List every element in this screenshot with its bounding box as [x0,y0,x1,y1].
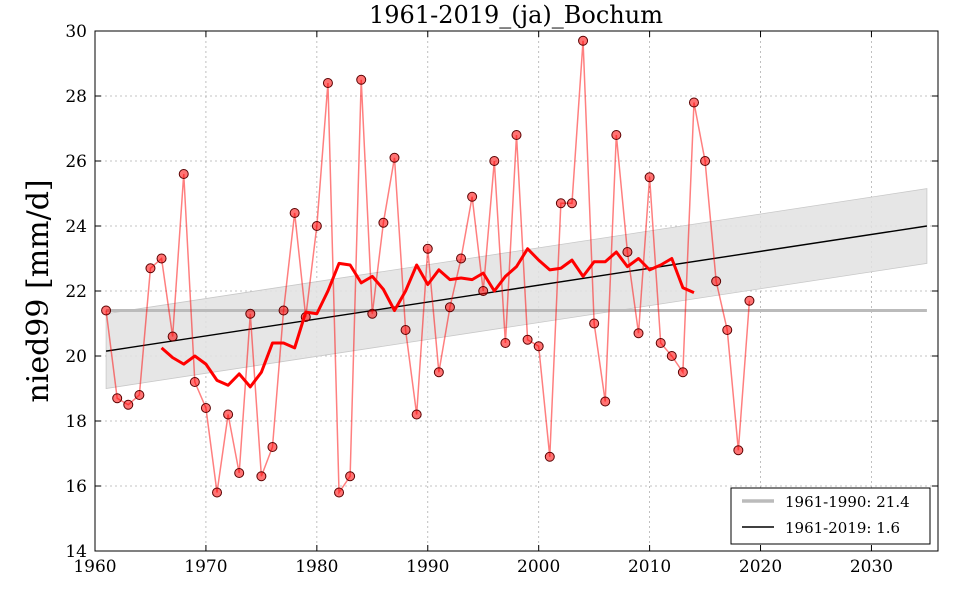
y-tick-label: 30 [65,22,87,42]
annual-data-point [423,244,432,253]
annual-data-point [268,443,277,452]
annual-data-point [490,157,499,166]
annual-data-point [501,339,510,348]
annual-data-point [689,98,698,107]
annual-data-point [590,319,599,328]
annual-data-point [656,339,665,348]
annual-data-point [634,329,643,338]
x-tick-label: 2010 [628,557,671,577]
trend-line [106,226,927,351]
annual-data-point [323,79,332,88]
trend-line-group [106,226,927,351]
x-tick-label: 2030 [850,557,893,577]
annual-data-point [723,326,732,335]
annual-data-point [401,326,410,335]
annual-data-point [701,157,710,166]
legend-trend-label: 1961-2019: 1.6 [785,519,900,537]
annual-data-point [235,469,244,478]
annual-data-point [168,332,177,341]
annual-data-point [357,75,366,84]
annual-data-point [312,222,321,231]
legend: 1961-1990: 21.4 1961-2019: 1.6 [731,488,930,544]
annual-data-point [567,199,576,208]
annual-data-point [179,170,188,179]
annual-data-point [224,410,233,419]
annual-data-point [257,472,266,481]
annual-data-point [279,306,288,315]
y-tick-label: 16 [65,477,87,497]
y-tick-label: 18 [65,412,87,432]
chart: 1961-2019_(ja)_Bochum nied99 [mm/d] 1960… [0,0,960,600]
annual-data-point [734,446,743,455]
annual-data-point [146,264,155,273]
annual-data-point [512,131,521,140]
annual-data-point [678,368,687,377]
annual-data-point [556,199,565,208]
chart-title: 1961-2019_(ja)_Bochum [369,1,663,29]
annual-data-point [135,391,144,400]
annual-data-point [479,287,488,296]
annual-data-point [645,173,654,182]
annual-data-point [157,254,166,263]
y-tick-label: 28 [65,87,87,107]
annual-data-point [190,378,199,387]
annual-data-point [290,209,299,218]
annual-data-point [545,452,554,461]
annual-data-point [246,309,255,318]
annual-data-point [213,488,222,497]
annual-data-point [201,404,210,413]
y-tick-label: 26 [65,152,87,172]
annual-data-point [712,277,721,286]
annual-data-point [390,153,399,162]
legend-mean-label: 1961-1990: 21.4 [785,493,910,511]
y-tick-label: 14 [65,542,87,562]
x-tick-label: 1970 [184,557,227,577]
annual-data-point [113,394,122,403]
annual-data-point [623,248,632,257]
annual-data-point [601,397,610,406]
annual-data-point [579,36,588,45]
annual-data-point [612,131,621,140]
annual-data-point [468,192,477,201]
annual-data-point [434,368,443,377]
annual-data-point [102,306,111,315]
annual-data-point [667,352,676,361]
x-tick-label: 1990 [406,557,449,577]
annual-data-point [379,218,388,227]
x-tick-label: 1980 [295,557,338,577]
annual-data-point [124,400,133,409]
annual-data-point [534,342,543,351]
annual-data-point [346,472,355,481]
y-tick-label: 20 [65,347,87,367]
y-tick-label: 24 [65,217,87,237]
annual-data-point [335,488,344,497]
annual-data-point [523,335,532,344]
annual-data-point [412,410,421,419]
annual-data-point [445,303,454,312]
annual-data-point [745,296,754,305]
y-axis-label: nied99 [mm/d] [21,179,56,402]
annual-data-point [457,254,466,263]
annual-data-point [368,309,377,318]
x-tick-label: 2000 [517,557,560,577]
y-tick-label: 22 [65,282,87,302]
x-tick-label: 2020 [739,557,782,577]
